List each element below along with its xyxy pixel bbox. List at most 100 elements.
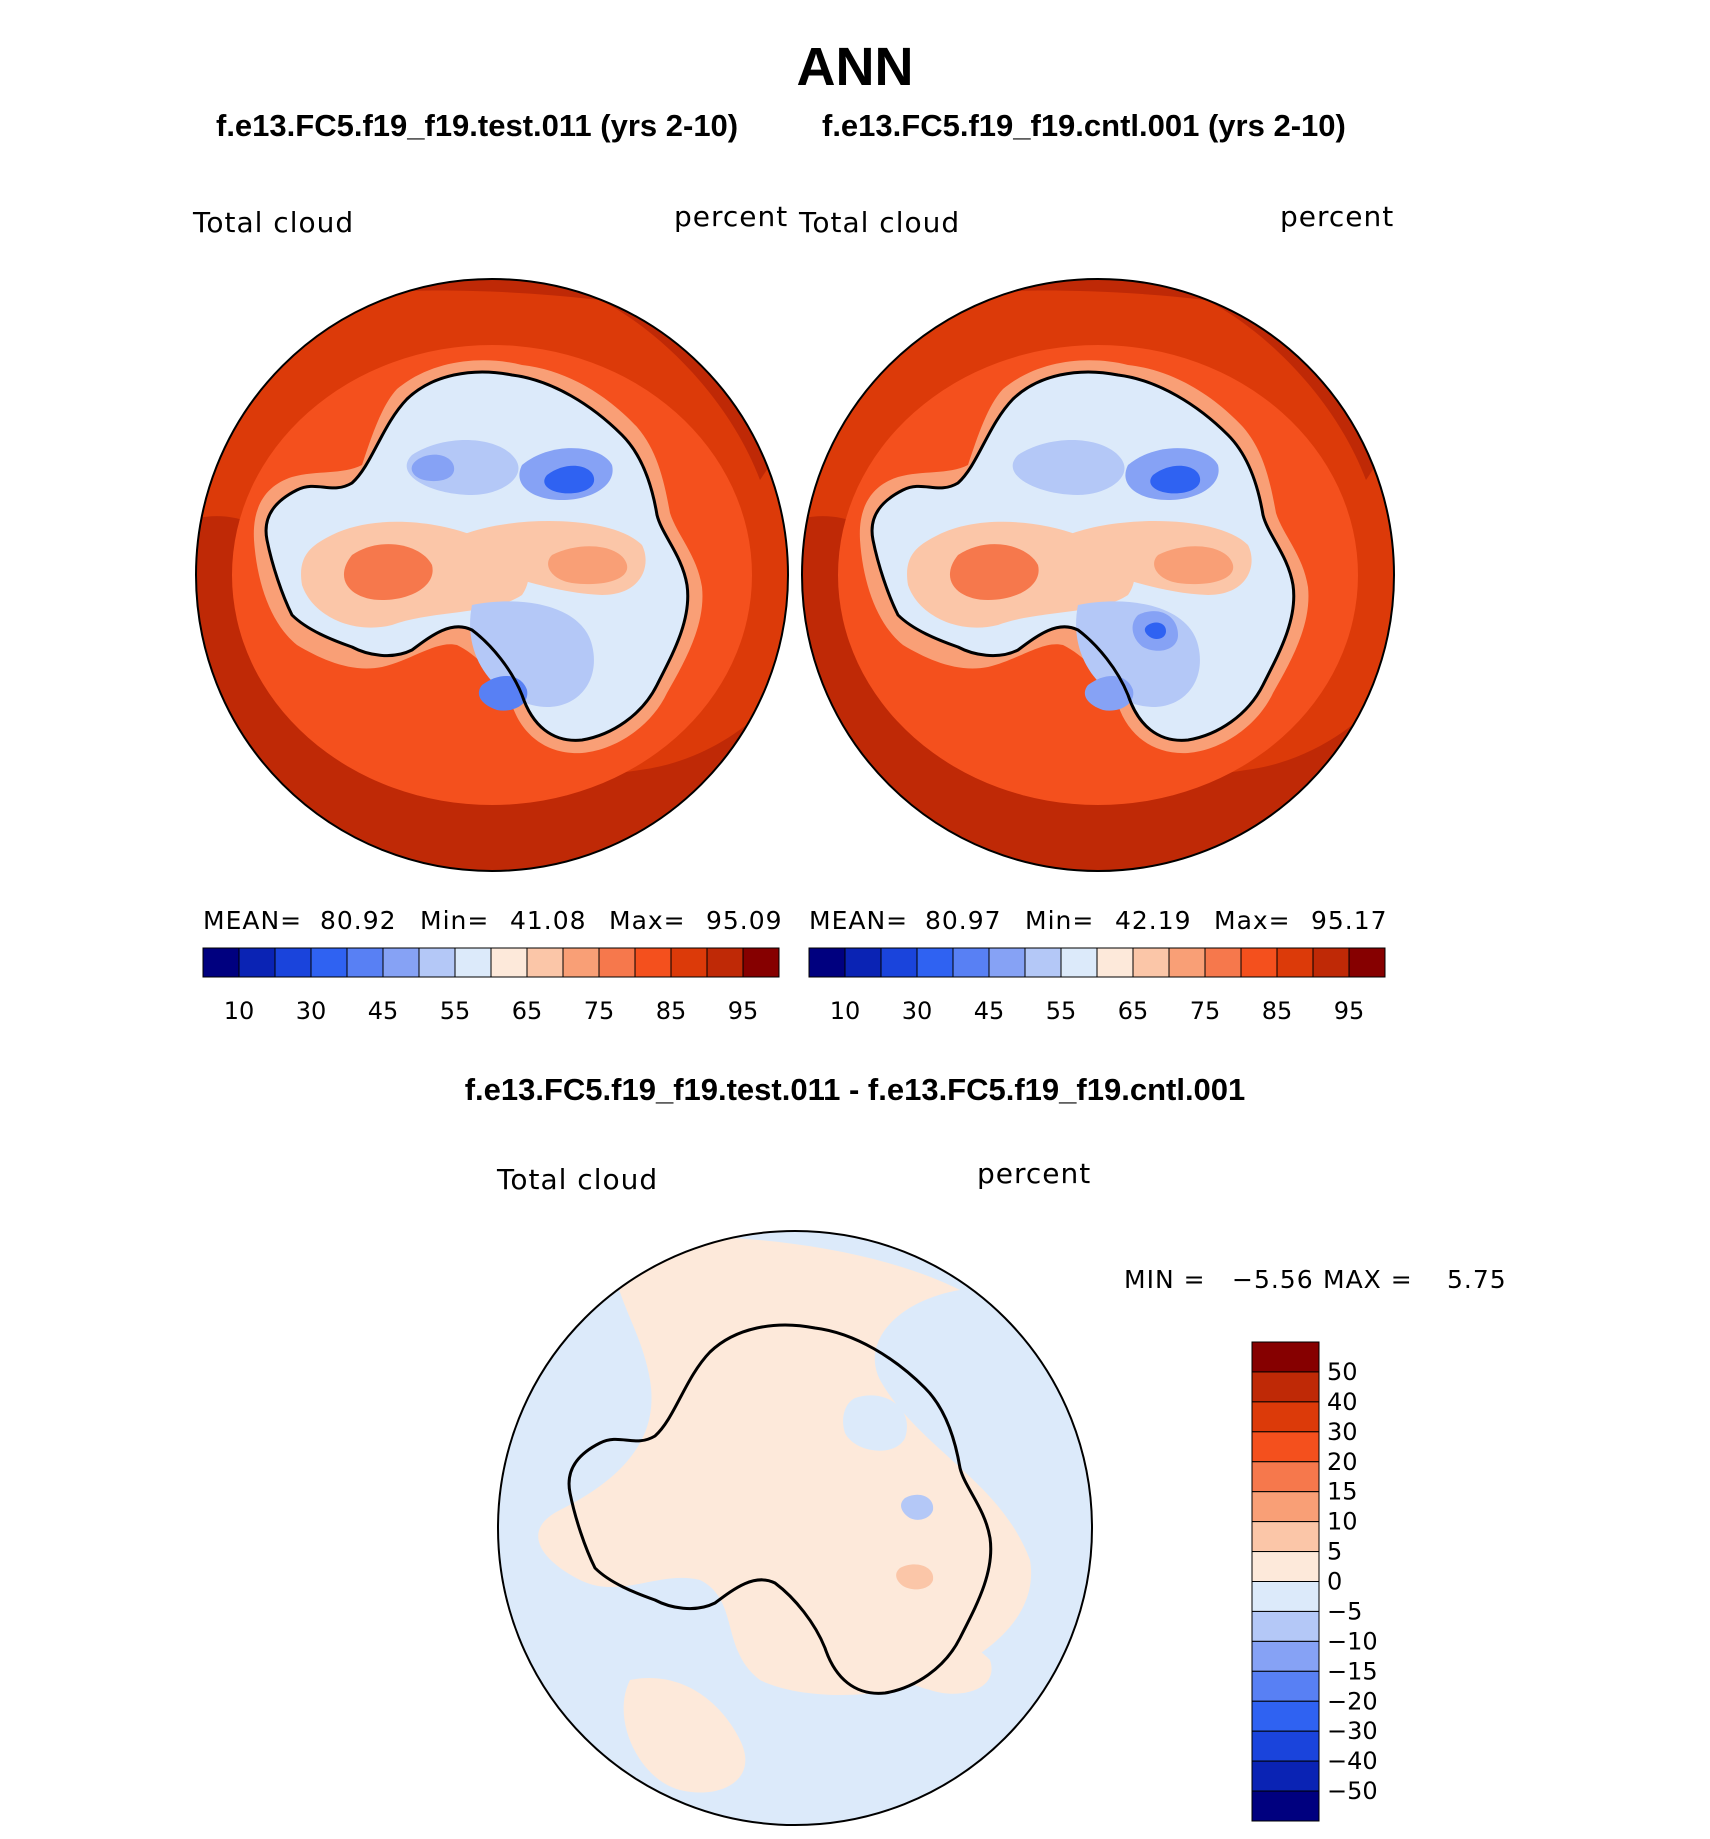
test-colorbar-swatch [346,947,384,978]
diff-max-value: 5.75 [1447,1265,1507,1294]
test-colorbar-swatch [238,947,276,978]
difference-colorbar-swatch [1251,1491,1320,1523]
control-colorbar-swatch [844,947,882,978]
control-colorbar: 10 30 45 55 65 75 85 95 [808,947,1386,1025]
test-colorbar-swatch [742,947,780,978]
test-colorbar-tick-label: 65 [512,997,543,1025]
difference-colorbar-tick-label: 0 [1327,1568,1342,1596]
difference-colorbar-tick-label: −50 [1327,1777,1378,1805]
control-colorbar-swatch [1096,947,1134,978]
control-colorbar-swatch [1240,947,1278,978]
test-colorbar-tick-label: 10 [224,997,255,1025]
control-colorbar-tick-label: 30 [902,997,933,1025]
control-colorbar-swatch [1276,947,1314,978]
difference-colorbar-tick-label: −30 [1327,1717,1378,1745]
difference-colorbar-tick-label: −40 [1327,1747,1378,1775]
test-colorbar-tick-label: 30 [296,997,327,1025]
control-colorbar-swatch [808,947,846,978]
control-mean-label: MEAN= [809,906,909,935]
diff-min-label: MIN = [1124,1265,1206,1294]
control-max-label: Max= [1214,906,1291,935]
control-colorbar-swatch [988,947,1026,978]
test-min-label: Min= [420,906,490,935]
difference-colorbar-tick-label: −5 [1327,1597,1362,1625]
control-colorbar-swatch [880,947,918,978]
control-mean-value: 80.97 [925,906,1002,935]
difference-colorbar-swatch [1251,1521,1320,1553]
test-colorbar-tick-label: 85 [656,997,687,1025]
difference-colorbar-swatch [1251,1401,1320,1433]
control-colorbar-swatch [1204,947,1242,978]
test-case-title: f.e13.FC5.f19_f19.test.011 (yrs 2-10) [216,108,739,143]
control-colorbar-tick-label: 65 [1118,997,1149,1025]
test-colorbar-swatch [274,947,312,978]
control-colorbar-tick-label: 75 [1190,997,1221,1025]
diff-units-label: percent [977,1157,1092,1190]
test-colorbar-swatch [706,947,744,978]
test-colorbar-swatch [598,947,636,978]
difference-colorbar-tick-label: 30 [1327,1418,1358,1446]
control-colorbar-swatch [952,947,990,978]
control-colorbar-tick-label: 85 [1262,997,1293,1025]
test-colorbar-swatch [382,947,420,978]
control-colorbar-tick-label: 45 [974,997,1005,1025]
diff-variable-label: Total cloud [497,1163,659,1196]
control-units-label: percent [1280,200,1395,233]
difference-colorbar-tick-label: −20 [1327,1687,1378,1715]
difference-colorbar-tick-label: 40 [1327,1388,1358,1416]
control-min-value: 42.19 [1115,906,1192,935]
test-units-label: percent [674,200,789,233]
difference-colorbar-tick-label: 15 [1327,1478,1358,1506]
difference-title: f.e13.FC5.f19_f19.test.011 - f.e13.FC5.f… [464,1072,1246,1107]
test-colorbar-swatch [202,947,240,978]
test-colorbar-swatch [454,947,492,978]
test-max-value: 95.09 [706,906,783,935]
difference-colorbar-tick-label: 10 [1327,1508,1358,1536]
control-colorbar-swatch [916,947,954,978]
difference-colorbar-swatch [1251,1790,1320,1822]
difference-colorbar-swatch [1251,1461,1320,1493]
difference-colorbar-tick-label: −10 [1327,1627,1378,1655]
difference-colorbar-swatch [1251,1581,1320,1612]
control-variable-label: Total cloud [799,206,961,239]
control-colorbar-swatch [1132,947,1170,978]
difference-colorbar-swatch [1251,1341,1320,1373]
control-colorbar-swatch [1348,947,1386,978]
test-min-value: 41.08 [510,906,587,935]
test-colorbar-tick-label: 45 [368,997,399,1025]
test-colorbar-swatch [634,947,672,978]
control-case-title: f.e13.FC5.f19_f19.cntl.001 (yrs 2-10) [822,108,1346,143]
control-max-value: 95.17 [1311,906,1388,935]
difference-colorbar-tick-label: 5 [1327,1538,1342,1566]
test-colorbar-tick-label: 55 [440,997,471,1025]
control-min-label: Min= [1025,906,1095,935]
test-colorbar-swatch [526,947,564,978]
test-colorbar-tick-label: 95 [728,997,759,1025]
difference-colorbar-swatch [1251,1760,1320,1792]
difference-colorbar-tick-label: 50 [1327,1358,1358,1386]
test-variable-label: Total cloud [193,206,355,239]
test-mean-label: MEAN= [203,906,303,935]
figure-title: ANN [796,37,914,97]
test-max-label: Max= [609,906,686,935]
control-colorbar-swatch [1168,947,1206,978]
difference-colorbar-swatch [1251,1431,1320,1463]
difference-colorbar-swatch [1251,1700,1320,1732]
control-colorbar-swatch [1312,947,1350,978]
diff-max-label: MAX = [1323,1265,1413,1294]
difference-map [497,1230,1093,1826]
difference-colorbar-swatch [1251,1640,1320,1672]
diff-min-value: −5.56 [1232,1265,1314,1294]
difference-colorbar-tick-label: −15 [1327,1657,1378,1685]
difference-colorbar-swatch [1251,1670,1320,1702]
control-colorbar-tick-label: 55 [1046,997,1077,1025]
test-colorbar-swatch [418,947,456,978]
control-colorbar-swatch [1060,947,1098,978]
control-colorbar-tick-label: 10 [830,997,861,1025]
control-colorbar-tick-label: 95 [1334,997,1365,1025]
difference-colorbar-tick-label: 20 [1327,1448,1358,1476]
test-colorbar-swatch [562,947,600,978]
test-map [195,278,789,872]
